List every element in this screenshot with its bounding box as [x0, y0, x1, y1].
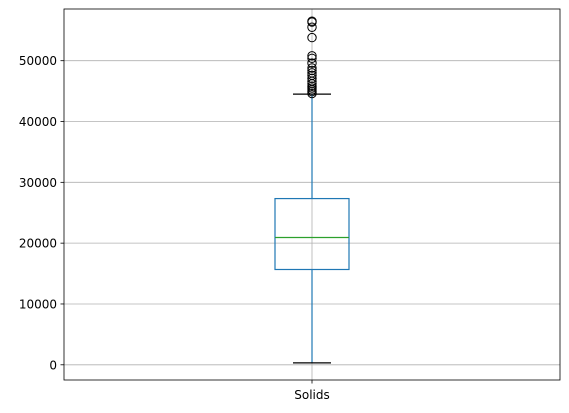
plot-layer: [274, 16, 350, 364]
outlier-point: [307, 68, 317, 78]
outlier-point: [307, 32, 317, 43]
outlier-point: [307, 53, 317, 63]
y-tick-label: 20000: [19, 237, 57, 251]
x-axis-ticks: Solids: [294, 380, 330, 402]
y-tick-label: 0: [49, 358, 57, 372]
y-tick-label: 40000: [19, 115, 57, 129]
outlier-point: [307, 63, 317, 73]
y-tick-label: 50000: [19, 54, 57, 68]
outlier-point: [307, 65, 317, 76]
outlier-point: [307, 16, 317, 26]
outlier-point: [307, 22, 317, 32]
y-tick-label: 30000: [19, 176, 57, 190]
x-tick-label: Solids: [294, 388, 330, 402]
box-iqr: [274, 197, 350, 271]
y-tick-label: 10000: [19, 297, 57, 311]
outlier-point: [307, 58, 317, 68]
outlier-point: [307, 51, 317, 61]
box-group: [274, 16, 350, 364]
outlier-point: [307, 70, 317, 80]
y-axis-ticks: 0 10000 20000 30000 40000 50000: [19, 54, 64, 372]
